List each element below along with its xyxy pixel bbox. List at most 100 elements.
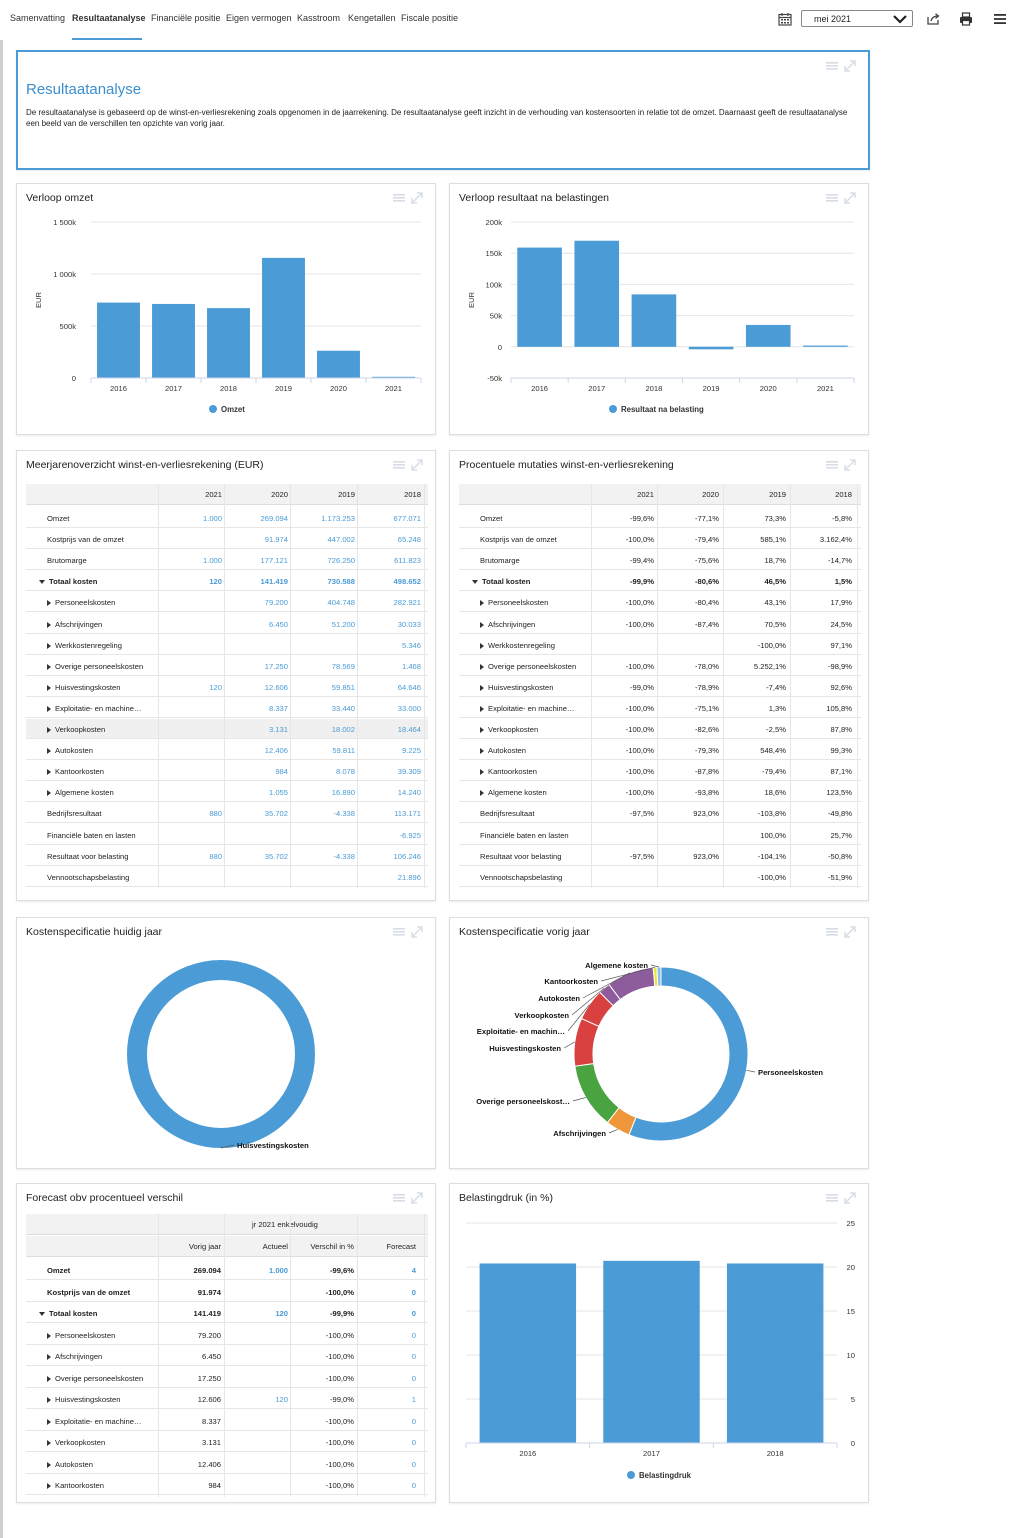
- table-row[interactable]: Resultaat voor belasting -97,5% 923,0% -104…: [459, 846, 861, 866]
- expand-caret-icon[interactable]: [47, 1397, 51, 1403]
- tab-kengetallen[interactable]: Kengetallen: [348, 13, 396, 23]
- table-row[interactable]: Huisvestingskosten 120 12.606 59.851 64.646: [26, 677, 428, 697]
- value-cell[interactable]: 0: [411, 1416, 416, 1426]
- expand-caret-icon[interactable]: [47, 1332, 51, 1339]
- table-row[interactable]: Verkoopkosten 3.131 18.002 18.464: [26, 719, 428, 739]
- column-header[interactable]: Actueel: [262, 1242, 288, 1251]
- table-row[interactable]: Kantoorkosten -100,0% -87,8% -79,4% 87,1%: [459, 761, 861, 782]
- table-row[interactable]: Brutomarge 1.000 177.121 726.250 611.823: [26, 550, 428, 571]
- table-row[interactable]: Autokosten -100,0% -79,3% 548,4% 99,3%: [459, 740, 861, 761]
- collapse-caret-icon[interactable]: [39, 1312, 45, 1316]
- expand-caret-icon[interactable]: [480, 727, 484, 733]
- value-cell[interactable]: 1.173.253: [321, 514, 355, 523]
- column-header[interactable]: 2018: [404, 490, 421, 499]
- value-cell[interactable]: 78.569: [331, 661, 355, 671]
- table-row[interactable]: Personeelskosten -100,0% -80,4% 43,1% 17,9%: [459, 592, 861, 613]
- table-row[interactable]: Overige personeelskosten 17.250 -100,0% 0: [26, 1368, 428, 1388]
- table-row[interactable]: Kostprijs van de omzet 91.974 447.002 65.24…: [26, 529, 428, 550]
- panel-menu-icon[interactable]: [393, 194, 405, 202]
- expand-icon[interactable]: [844, 60, 856, 72]
- value-cell[interactable]: 498.652: [393, 577, 421, 587]
- expand-caret-icon[interactable]: [47, 1483, 51, 1489]
- value-cell[interactable]: 404.748: [327, 598, 355, 608]
- value-cell[interactable]: 0: [411, 1459, 416, 1469]
- panel-menu-icon[interactable]: [826, 928, 838, 936]
- expand-caret-icon[interactable]: [47, 1354, 51, 1360]
- collapse-caret-icon[interactable]: [39, 580, 45, 585]
- expand-caret-icon[interactable]: [47, 1440, 51, 1446]
- panel-menu-icon[interactable]: [826, 1194, 838, 1202]
- value-cell[interactable]: 880: [209, 851, 222, 861]
- expand-caret-icon[interactable]: [480, 642, 484, 649]
- value-cell[interactable]: 5.346: [401, 640, 421, 650]
- table-row[interactable]: Huisvestingskosten -99,0% -78,9% -7,4% 92,6%: [459, 677, 861, 697]
- print-icon[interactable]: [959, 12, 973, 26]
- value-cell[interactable]: 39.309: [397, 767, 421, 777]
- table-row[interactable]: Financiële baten en lasten -6.925: [26, 825, 428, 845]
- table-row[interactable]: Bedrijfsresultaat 880 35.702 -4.338 113.171: [26, 803, 428, 824]
- value-cell[interactable]: 0: [411, 1438, 416, 1447]
- value-cell[interactable]: 0: [411, 1352, 416, 1361]
- value-cell[interactable]: 120: [209, 577, 222, 587]
- value-cell[interactable]: 1.055: [268, 788, 288, 798]
- expand-caret-icon[interactable]: [480, 684, 484, 691]
- table-row[interactable]: Omzet 1.000 269.094 1.173.253 677.071: [26, 508, 428, 528]
- menu-icon[interactable]: [993, 12, 1007, 26]
- expand-icon[interactable]: [411, 459, 423, 471]
- table-row[interactable]: Exploitatie- en machine… -100,0% -75,1% 1,3…: [459, 698, 861, 718]
- panel-menu-icon[interactable]: [826, 461, 838, 469]
- value-cell[interactable]: 14.240: [397, 788, 421, 798]
- value-cell[interactable]: 51.200: [331, 619, 355, 629]
- value-cell[interactable]: 16.890: [331, 788, 355, 798]
- expand-icon[interactable]: [844, 459, 856, 471]
- value-cell[interactable]: 64.646: [397, 682, 421, 692]
- table-row[interactable]: Autokosten 12.406 -100,0% 0: [26, 1454, 428, 1474]
- column-header[interactable]: 2021: [637, 490, 654, 499]
- table-row[interactable]: Afschrijvingen 6.450 51.200 30.033: [26, 614, 428, 634]
- tab-financi-le-positie[interactable]: Financiële positie: [151, 13, 221, 23]
- value-cell[interactable]: 120: [209, 682, 222, 692]
- table-row[interactable]: Kantoorkosten 984 -100,0% 0: [26, 1475, 428, 1495]
- value-cell[interactable]: 17.250: [264, 661, 288, 671]
- value-cell[interactable]: 730.588: [327, 577, 355, 587]
- value-cell[interactable]: 726.250: [327, 556, 355, 566]
- panel-menu-icon[interactable]: [826, 62, 838, 70]
- expand-caret-icon[interactable]: [47, 769, 51, 776]
- value-cell[interactable]: 3.131: [268, 725, 288, 734]
- expand-caret-icon[interactable]: [480, 705, 484, 712]
- value-cell[interactable]: 18.464: [397, 725, 421, 734]
- table-row[interactable]: Overige personeelskosten 17.250 78.569 1.46…: [26, 656, 428, 676]
- value-cell[interactable]: 91.974: [264, 535, 288, 545]
- calendar-icon[interactable]: [778, 12, 792, 26]
- expand-caret-icon[interactable]: [47, 684, 51, 691]
- period-select[interactable]: mei 2021: [801, 10, 913, 27]
- table-row[interactable]: Kostprijs van de omzet -100,0% -79,4% 585,1…: [459, 529, 861, 550]
- column-header[interactable]: 2019: [769, 490, 786, 499]
- table-row[interactable]: Personeelskosten 79.200 -100,0% 0: [26, 1325, 428, 1345]
- value-cell[interactable]: 1.468: [401, 661, 421, 671]
- expand-caret-icon[interactable]: [47, 727, 51, 733]
- column-header[interactable]: Forecast: [386, 1242, 416, 1251]
- table-row[interactable]: Afschrijvingen -100,0% -87,4% 70,5% 24,5%: [459, 614, 861, 634]
- value-cell[interactable]: 1.000: [202, 514, 222, 523]
- value-cell[interactable]: 106.246: [393, 851, 421, 861]
- column-header[interactable]: Verschil in %: [310, 1242, 354, 1251]
- value-cell[interactable]: 33.000: [397, 703, 421, 713]
- table-row[interactable]: Verkoopkosten 3.131 -100,0% 0: [26, 1432, 428, 1452]
- value-cell[interactable]: 120: [275, 1395, 288, 1404]
- expand-caret-icon[interactable]: [47, 663, 51, 670]
- column-header[interactable]: 2019: [338, 490, 355, 499]
- value-cell[interactable]: -6.925: [399, 830, 421, 840]
- table-row[interactable]: Autokosten 12.406 59.811 9.225: [26, 740, 428, 761]
- value-cell[interactable]: 1: [411, 1395, 416, 1404]
- tab-resultaatanalyse[interactable]: Resultaatanalyse: [72, 13, 146, 23]
- value-cell[interactable]: 0: [411, 1330, 416, 1340]
- expand-caret-icon[interactable]: [47, 705, 51, 712]
- value-cell[interactable]: 0: [411, 1287, 416, 1297]
- value-cell[interactable]: 30.033: [397, 619, 421, 629]
- expand-caret-icon[interactable]: [480, 600, 484, 607]
- value-cell[interactable]: 120: [275, 1309, 288, 1318]
- table-row[interactable]: Verkoopkosten -100,0% -82,6% -2,5% 87,8%: [459, 719, 861, 739]
- expand-caret-icon[interactable]: [480, 769, 484, 776]
- expand-caret-icon[interactable]: [47, 1375, 51, 1382]
